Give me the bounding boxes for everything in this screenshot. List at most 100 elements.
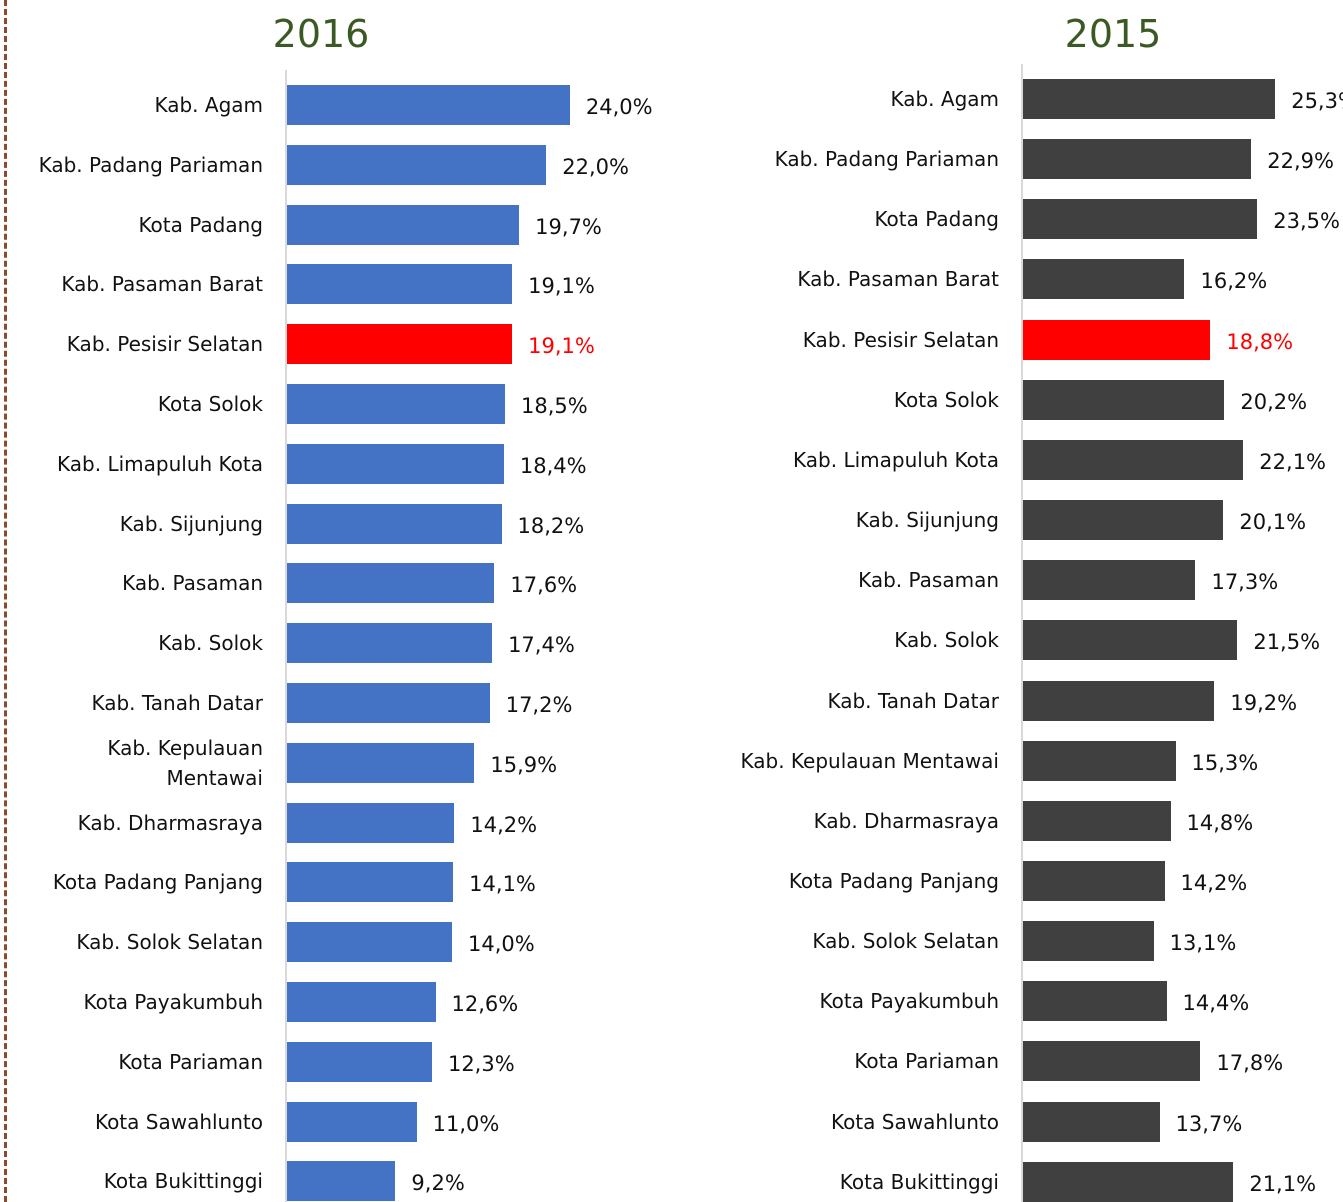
category-label: Kab. Agam bbox=[154, 93, 263, 117]
bar bbox=[1023, 981, 1167, 1022]
bar bbox=[287, 85, 570, 125]
category-label: Kota Bukittinggi bbox=[839, 1169, 999, 1194]
category-label: Kab. Tanah Datar bbox=[91, 691, 263, 715]
category-label: Kab. Solok bbox=[894, 628, 999, 653]
bar bbox=[287, 144, 547, 185]
bar bbox=[287, 862, 454, 903]
value-label: 14,1% bbox=[469, 872, 536, 897]
bar bbox=[1023, 79, 1276, 119]
value-label: 22,1% bbox=[1259, 449, 1327, 474]
bar bbox=[1023, 800, 1171, 841]
value-label: 15,9% bbox=[490, 752, 558, 777]
divider bbox=[4, 0, 7, 1202]
chart-title: 2016 bbox=[272, 12, 370, 56]
category-label: Kab. Sijunjung bbox=[119, 511, 263, 536]
category-label: Kota Sawahlunto bbox=[94, 1109, 263, 1134]
bar bbox=[1023, 1101, 1160, 1142]
value-label: 24,0% bbox=[585, 95, 653, 119]
bar bbox=[287, 1041, 432, 1082]
category-label: Kab. Pasaman Barat bbox=[61, 272, 263, 297]
bar bbox=[287, 802, 455, 843]
value-label: 15,3% bbox=[1191, 750, 1259, 775]
category-label: Kab. Pasaman bbox=[122, 571, 263, 596]
category-label: Kab. Solok Selatan bbox=[812, 929, 999, 954]
category-label: Kab. Limapuluh Kota bbox=[57, 451, 263, 476]
category-label: Kab. Dharmasraya bbox=[813, 808, 999, 833]
category-label: Kab. Solok Selatan bbox=[76, 930, 263, 955]
category-label: Kab. Kepulauan Mentawai bbox=[107, 735, 263, 790]
value-label: 14,2% bbox=[1180, 870, 1248, 895]
category-label: Kab. Dharmasraya bbox=[77, 810, 263, 835]
category-label: Kota Padang Panjang bbox=[52, 870, 263, 895]
value-label: 16,2% bbox=[1200, 269, 1268, 294]
chart-title: 2015 bbox=[1064, 12, 1162, 56]
value-label: 17,6% bbox=[510, 573, 578, 598]
category-label: Kab. Kepulauan Mentawai bbox=[740, 748, 999, 773]
axis-line bbox=[1021, 64, 1023, 1202]
category-label: Kota Solok bbox=[893, 387, 999, 412]
category-label: Kota Padang bbox=[874, 207, 999, 232]
category-label: Kota Payakumbuh bbox=[83, 990, 264, 1014]
bar bbox=[1023, 1041, 1201, 1082]
value-label: 18,2% bbox=[517, 513, 585, 538]
value-label: 22,0% bbox=[562, 154, 629, 179]
bar bbox=[1023, 319, 1211, 360]
bar bbox=[1023, 560, 1196, 601]
bar bbox=[287, 384, 506, 424]
value-label: 11,0% bbox=[432, 1111, 500, 1136]
axis-line bbox=[285, 70, 287, 1202]
bar bbox=[287, 683, 490, 723]
value-label: 20,2% bbox=[1240, 389, 1308, 414]
value-label: 12,3% bbox=[447, 1051, 515, 1076]
value-label: 18,5% bbox=[521, 394, 588, 418]
category-label: Kab. Pesisir Selatan bbox=[66, 332, 263, 357]
bar bbox=[1023, 139, 1252, 180]
bar bbox=[1023, 921, 1154, 962]
value-label: 19,1% bbox=[528, 274, 595, 299]
value-label: 9,2% bbox=[411, 1171, 465, 1196]
category-label: Kota Pariaman bbox=[854, 1049, 999, 1074]
value-label: 25,3% bbox=[1291, 89, 1343, 113]
bar bbox=[287, 1101, 417, 1142]
category-label: Kab. Padang Pariaman bbox=[38, 152, 263, 177]
value-label: 14,4% bbox=[1182, 991, 1250, 1016]
value-label: 12,6% bbox=[451, 992, 519, 1016]
category-label: Kota Bukittinggi bbox=[103, 1169, 263, 1194]
value-label: 19,2% bbox=[1230, 690, 1298, 715]
category-label: Kab. Tanah Datar bbox=[827, 688, 999, 713]
bar bbox=[287, 922, 452, 963]
bar bbox=[1023, 379, 1225, 420]
value-label: 17,3% bbox=[1211, 570, 1279, 595]
value-label: 21,1% bbox=[1249, 1171, 1317, 1196]
bar bbox=[287, 324, 513, 365]
value-label: 14,0% bbox=[468, 932, 535, 957]
bar bbox=[1023, 620, 1238, 661]
bar bbox=[1023, 500, 1224, 541]
bar bbox=[287, 623, 493, 664]
category-label: Kab. Solok bbox=[158, 631, 263, 656]
value-label: 22,9% bbox=[1267, 149, 1334, 174]
category-label: Kota Solok bbox=[157, 392, 263, 416]
bar bbox=[287, 503, 502, 544]
value-label: 20,1% bbox=[1239, 510, 1307, 535]
category-label: Kab. Pasaman Barat bbox=[797, 267, 999, 292]
bar bbox=[287, 563, 495, 604]
value-label: 13,7% bbox=[1175, 1111, 1243, 1136]
category-label: Kab. Agam bbox=[890, 87, 999, 111]
bar bbox=[1023, 860, 1165, 901]
bar bbox=[1023, 740, 1176, 781]
bar bbox=[1023, 199, 1258, 240]
category-label: Kota Pariaman bbox=[118, 1049, 263, 1074]
category-label: Kab. Padang Pariaman bbox=[774, 147, 999, 172]
bar bbox=[287, 982, 436, 1022]
bar bbox=[1023, 439, 1244, 480]
category-label: Kab. Pesisir Selatan bbox=[802, 327, 999, 352]
value-label: 18,4% bbox=[519, 453, 587, 478]
bar bbox=[287, 204, 520, 245]
bar bbox=[1023, 259, 1185, 300]
value-label: 17,2% bbox=[505, 693, 573, 717]
category-label: Kab. Limapuluh Kota bbox=[793, 447, 999, 472]
category-label: Kota Padang bbox=[138, 212, 263, 237]
value-label: 14,2% bbox=[470, 812, 538, 837]
